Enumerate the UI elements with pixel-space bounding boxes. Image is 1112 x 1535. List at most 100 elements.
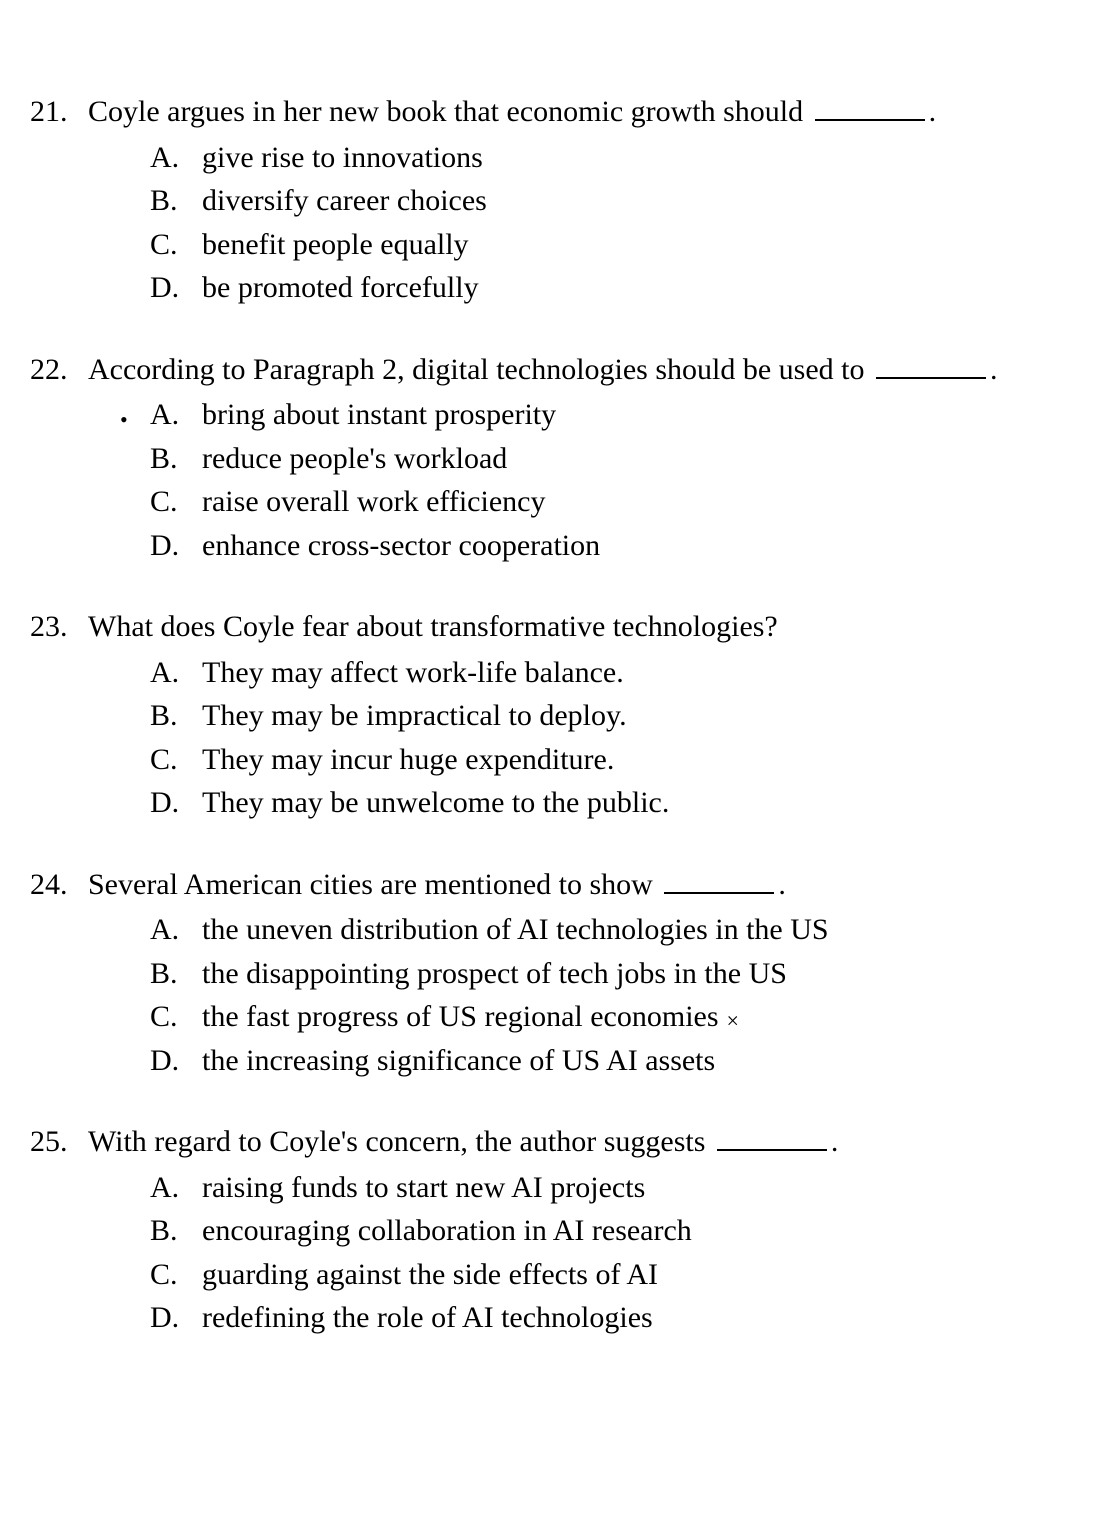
option-text-inner: redefining the role of AI technologies bbox=[202, 1301, 653, 1334]
option-text: be promoted forcefully bbox=[202, 266, 1062, 310]
option-text: encouraging collaboration in AI research bbox=[202, 1209, 1062, 1253]
option-text-inner: They may affect work-life balance. bbox=[202, 656, 624, 689]
options-list: A.the uneven distribution of AI technolo… bbox=[150, 908, 1062, 1082]
option-text-inner: diversify career choices bbox=[202, 184, 487, 217]
question-text: According to Paragraph 2, digital techno… bbox=[88, 348, 1062, 392]
question-stem: 25.With regard to Coyle's concern, the a… bbox=[30, 1120, 1062, 1164]
option-letter: D. bbox=[150, 781, 202, 825]
option-text-inner: encouraging collaboration in AI research bbox=[202, 1214, 692, 1247]
option-row: A.give rise to innovations bbox=[150, 136, 1062, 180]
option-text: diversify career choices bbox=[202, 179, 1062, 223]
option-row: C.the fast progress of US regional econo… bbox=[150, 995, 1062, 1039]
option-letter: B. bbox=[150, 1209, 202, 1253]
option-text-inner: raising funds to start new AI projects bbox=[202, 1171, 645, 1204]
option-letter: A. bbox=[150, 1166, 202, 1210]
option-letter: A. bbox=[150, 136, 202, 180]
question-stem: 22.According to Paragraph 2, digital tec… bbox=[30, 348, 1062, 392]
questions-container: 21.Coyle argues in her new book that eco… bbox=[30, 90, 1062, 1340]
option-text: They may be impractical to deploy. bbox=[202, 694, 1062, 738]
option-text-inner: bring about instant prosperity bbox=[202, 398, 556, 431]
option-text-inner: They may incur huge expenditure. bbox=[202, 743, 614, 776]
option-text-inner: They may be unwelcome to the public. bbox=[202, 786, 669, 819]
option-row: B.diversify career choices bbox=[150, 179, 1062, 223]
dot-mark-icon: • bbox=[120, 409, 128, 431]
option-text-inner: be promoted forcefully bbox=[202, 271, 479, 304]
option-letter: C. bbox=[150, 738, 202, 782]
option-row: D.enhance cross-sector cooperation bbox=[150, 524, 1062, 568]
option-row: B.encouraging collaboration in AI resear… bbox=[150, 1209, 1062, 1253]
option-text: raising funds to start new AI projects bbox=[202, 1166, 1062, 1210]
option-row: C.raise overall work efficiency bbox=[150, 480, 1062, 524]
option-text: the fast progress of US regional economi… bbox=[202, 995, 1062, 1039]
stem-after: . bbox=[831, 1125, 839, 1158]
option-text-inner: reduce people's workload bbox=[202, 442, 507, 475]
option-letter: D. bbox=[150, 1039, 202, 1083]
option-row: D.They may be unwelcome to the public. bbox=[150, 781, 1062, 825]
options-list: A.They may affect work-life balance.B.Th… bbox=[150, 651, 1062, 825]
option-text: the disappointing prospect of tech jobs … bbox=[202, 952, 1062, 996]
option-letter: A. bbox=[150, 908, 202, 952]
stem-before: With regard to Coyle's concern, the auth… bbox=[88, 1125, 705, 1158]
option-row: A.raising funds to start new AI projects bbox=[150, 1166, 1062, 1210]
option-text-inner: guarding against the side effects of AI bbox=[202, 1258, 658, 1291]
option-text: guarding against the side effects of AI bbox=[202, 1253, 1062, 1297]
x-mark-icon: × bbox=[727, 1005, 739, 1037]
question-stem: 24.Several American cities are mentioned… bbox=[30, 863, 1062, 907]
question-text: Coyle argues in her new book that econom… bbox=[88, 90, 1062, 134]
question-stem: 21.Coyle argues in her new book that eco… bbox=[30, 90, 1062, 134]
stem-after: . bbox=[929, 95, 937, 128]
option-row: C.benefit people equally bbox=[150, 223, 1062, 267]
option-text: They may affect work-life balance. bbox=[202, 651, 1062, 695]
option-letter: D. bbox=[150, 266, 202, 310]
fill-blank bbox=[717, 1128, 827, 1151]
option-letter: C. bbox=[150, 480, 202, 524]
option-text-inner: the fast progress of US regional economi… bbox=[202, 1000, 719, 1033]
options-list: •A.bring about instant prosperityB.reduc… bbox=[150, 393, 1062, 567]
option-text-inner: benefit people equally bbox=[202, 228, 469, 261]
question-number: 25. bbox=[30, 1120, 88, 1164]
question-block: 23.What does Coyle fear about transforma… bbox=[30, 605, 1062, 825]
option-letter: D. bbox=[150, 524, 202, 568]
question-number: 24. bbox=[30, 863, 88, 907]
option-letter: A. bbox=[150, 651, 202, 695]
question-number: 21. bbox=[30, 90, 88, 134]
question-block: 22.According to Paragraph 2, digital tec… bbox=[30, 348, 1062, 568]
question-block: 21.Coyle argues in her new book that eco… bbox=[30, 90, 1062, 310]
stem-before: What does Coyle fear about transformativ… bbox=[88, 610, 778, 643]
stem-after: . bbox=[778, 868, 786, 901]
option-row: B.They may be impractical to deploy. bbox=[150, 694, 1062, 738]
option-text-inner: enhance cross-sector cooperation bbox=[202, 529, 600, 562]
question-stem: 23.What does Coyle fear about transforma… bbox=[30, 605, 1062, 649]
fill-blank bbox=[664, 871, 774, 894]
option-row: •A.bring about instant prosperity bbox=[150, 393, 1062, 437]
option-text-inner: the increasing significance of US AI ass… bbox=[202, 1044, 715, 1077]
options-list: A.raising funds to start new AI projects… bbox=[150, 1166, 1062, 1340]
option-row: C.guarding against the side effects of A… bbox=[150, 1253, 1062, 1297]
option-row: D.be promoted forcefully bbox=[150, 266, 1062, 310]
option-text: They may incur huge expenditure. bbox=[202, 738, 1062, 782]
option-text-inner: the uneven distribution of AI technologi… bbox=[202, 913, 829, 946]
option-text: reduce people's workload bbox=[202, 437, 1062, 481]
option-text: They may be unwelcome to the public. bbox=[202, 781, 1062, 825]
option-row: D.redefining the role of AI technologies bbox=[150, 1296, 1062, 1340]
option-letter: A. bbox=[150, 393, 202, 437]
question-number: 22. bbox=[30, 348, 88, 392]
option-letter: B. bbox=[150, 437, 202, 481]
option-row: B.reduce people's workload bbox=[150, 437, 1062, 481]
option-text: the increasing significance of US AI ass… bbox=[202, 1039, 1062, 1083]
stem-before: According to Paragraph 2, digital techno… bbox=[88, 353, 865, 386]
stem-before: Several American cities are mentioned to… bbox=[88, 868, 653, 901]
option-row: D.the increasing significance of US AI a… bbox=[150, 1039, 1062, 1083]
question-block: 25.With regard to Coyle's concern, the a… bbox=[30, 1120, 1062, 1340]
question-block: 24.Several American cities are mentioned… bbox=[30, 863, 1062, 1083]
stem-after: . bbox=[990, 353, 998, 386]
question-text: With regard to Coyle's concern, the auth… bbox=[88, 1120, 1062, 1164]
fill-blank bbox=[815, 98, 925, 121]
options-list: A.give rise to innovationsB.diversify ca… bbox=[150, 136, 1062, 310]
option-text: redefining the role of AI technologies bbox=[202, 1296, 1062, 1340]
option-text: enhance cross-sector cooperation bbox=[202, 524, 1062, 568]
option-text: bring about instant prosperity bbox=[202, 393, 1062, 437]
option-letter: B. bbox=[150, 694, 202, 738]
option-text: the uneven distribution of AI technologi… bbox=[202, 908, 1062, 952]
option-text-inner: They may be impractical to deploy. bbox=[202, 699, 627, 732]
